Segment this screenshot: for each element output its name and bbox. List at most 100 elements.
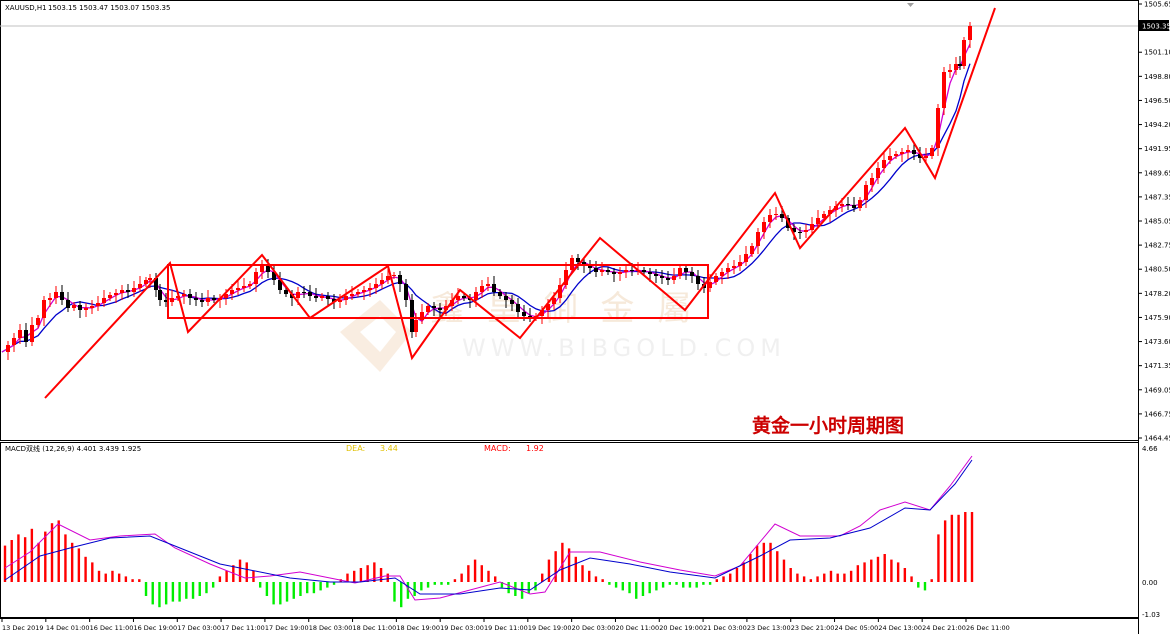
bear-candle	[684, 268, 688, 272]
macd-bar-positive	[541, 573, 544, 582]
time-tick-label: 17 Dec 03:00	[177, 624, 221, 632]
bull-candle	[480, 286, 484, 292]
macd-bar-negative	[279, 582, 282, 605]
bull-candle	[84, 308, 88, 310]
bear-candle	[410, 300, 414, 332]
macd-bar-negative	[917, 582, 920, 588]
bull-candle	[900, 152, 904, 154]
bull-candle	[894, 154, 898, 156]
bull-candle	[224, 294, 228, 298]
bull-candle	[828, 210, 832, 214]
macd-bar-positive	[379, 568, 383, 582]
chart-caption: 黄金一小时周期图	[752, 414, 904, 437]
price-tick-label: 1496.50	[1144, 97, 1170, 105]
macd-bar-positive	[245, 562, 248, 582]
macd-bar-positive	[225, 570, 228, 582]
price-tick-label: 1498.80	[1144, 73, 1170, 81]
analyst-annotations[interactable]: 黄金一小时周期图	[44, 7, 996, 437]
price-tick-label: 1489.65	[1144, 169, 1170, 177]
time-tick-label: 24 Dec 05:00	[835, 624, 879, 632]
macd-bar-negative	[285, 582, 289, 602]
time-tick-label: 13 Dec 2019	[2, 624, 44, 632]
bear-candle	[510, 300, 514, 304]
zigzag-trendline[interactable]	[44, 7, 996, 399]
macd-bar-positive	[238, 559, 242, 582]
macd-bar-positive	[910, 576, 913, 582]
macd-bar-positive	[957, 514, 960, 582]
bear-candle	[126, 290, 130, 292]
macd-bar-positive	[809, 579, 813, 582]
price-tick-label: 1464.45	[1144, 435, 1170, 443]
macd-bar-positive	[252, 570, 255, 582]
bull-candle	[540, 310, 544, 316]
bull-candle	[320, 296, 324, 298]
macd-bar-positive	[97, 570, 101, 582]
macd-bar-positive	[473, 559, 477, 582]
macd-bar-positive	[386, 573, 389, 582]
bear-candle	[780, 214, 784, 218]
bear-candle	[266, 265, 270, 272]
macd-bar-positive	[735, 568, 739, 582]
bull-candle	[962, 40, 966, 66]
time-axis: 13 Dec 2019 14 Dec 01:00 16 Dec 11:00 16 De…	[1, 618, 1010, 632]
bear-candle	[958, 64, 962, 66]
macd-bar-negative	[211, 582, 215, 588]
macd-bar-positive	[816, 576, 819, 582]
macd-bar-positive	[782, 559, 786, 582]
bull-candle	[248, 284, 252, 286]
bear-candle	[398, 275, 402, 284]
price-tick-label: 1482.75	[1144, 242, 1170, 250]
bear-candle	[24, 330, 28, 342]
time-tick-label: 21 Dec 03:00	[703, 624, 747, 632]
macd-axis-bottom: -1.03	[1142, 611, 1160, 619]
bull-candle	[444, 306, 448, 310]
macd-bar-positive	[715, 579, 719, 582]
bear-candle	[194, 298, 198, 300]
price-panel[interactable]	[0, 0, 1139, 441]
bear-candle	[846, 204, 850, 205]
macd-bar-positive	[883, 554, 886, 582]
time-tick-label: 20 Dec 19:00	[659, 624, 703, 632]
bull-candle	[864, 185, 868, 200]
time-tick-label: 26 Dec 11:00	[966, 624, 1010, 632]
macd-bar-positive	[64, 534, 67, 582]
consolidation-box[interactable]	[167, 264, 709, 319]
macd-bar-positive	[729, 573, 732, 582]
chart-shift-marker-icon[interactable]	[907, 3, 914, 7]
macd-bar-negative	[621, 582, 625, 591]
bull-candle	[48, 298, 52, 300]
bear-candle	[660, 276, 664, 278]
bull-candle	[558, 285, 562, 298]
macd-bar-negative	[198, 582, 201, 596]
macd-bar-negative	[675, 582, 678, 585]
macd-bar-positive	[581, 565, 584, 582]
time-tick-label: 17 Dec 11:00	[221, 624, 265, 632]
macd-bar-positive	[460, 573, 463, 582]
macd-bar-positive	[77, 548, 81, 582]
macd-bar-negative	[635, 582, 638, 599]
bear-candle	[78, 305, 82, 310]
macd-bar-negative	[420, 582, 423, 591]
bear-candle	[308, 292, 312, 296]
bull-candle	[552, 298, 556, 304]
macd-bar-negative	[661, 582, 665, 588]
watermark-logo-inner-icon	[360, 316, 396, 352]
time-tick-label: 16 Dec 11:00	[90, 624, 134, 632]
bull-candle	[768, 215, 772, 222]
macd-bar-negative	[923, 582, 927, 591]
bull-candle	[954, 64, 958, 70]
bear-candle	[284, 290, 288, 294]
macd-panel[interactable]	[0, 442, 1139, 618]
bull-candle	[30, 325, 34, 342]
macd-bar-negative	[305, 582, 309, 594]
time-tick-label: 19 Dec 19:00	[528, 624, 572, 632]
bull-candle	[374, 284, 378, 288]
macd-bar-positive	[849, 570, 853, 582]
bull-candle	[858, 200, 862, 208]
macd-bar-positive	[863, 562, 866, 582]
time-tick-label: 24 Dec 13:00	[878, 624, 922, 632]
bear-candle	[504, 296, 508, 300]
bull-candle	[942, 72, 946, 108]
